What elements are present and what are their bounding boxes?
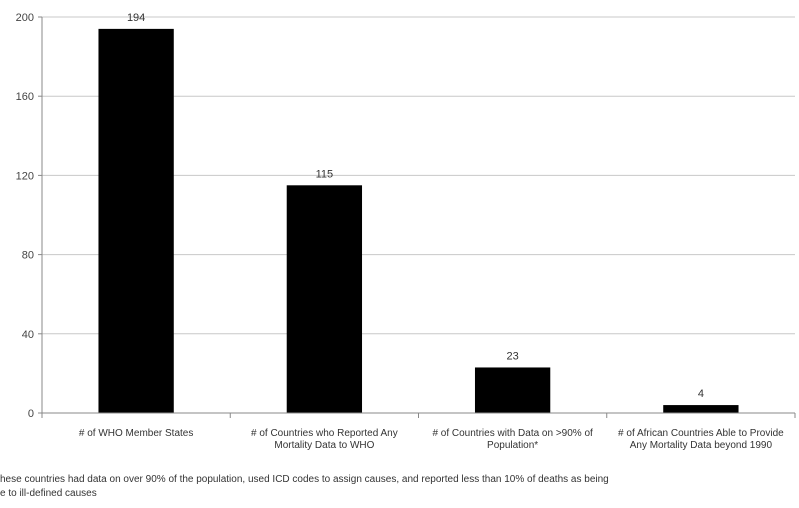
y-tick-label: 80 <box>22 250 34 262</box>
bar-chart: 0 40 80 120 160 200 194 115 23 4 <box>16 12 796 420</box>
bar <box>474 367 551 413</box>
y-tick-label: 0 <box>28 408 34 420</box>
data-label: 4 <box>698 388 704 400</box>
footnote: hese countries had data on over 90% of t… <box>0 474 609 499</box>
bar <box>98 28 174 413</box>
data-label: 23 <box>507 350 519 362</box>
data-label: 194 <box>127 12 145 24</box>
y-tick-label: 120 <box>16 170 34 182</box>
y-tick-label: 200 <box>16 12 34 24</box>
bar <box>663 405 739 413</box>
data-labels: 194 115 23 4 <box>127 12 704 400</box>
y-axis-ticks: 0 40 80 120 160 200 <box>16 12 42 420</box>
x-tick-label: # of Countries who Reported Any Mortalit… <box>250 428 398 451</box>
bars <box>98 28 739 413</box>
y-tick-label: 40 <box>22 329 34 341</box>
bar <box>286 185 363 413</box>
x-tick-label: # of WHO Member States <box>78 428 194 439</box>
y-tick-label: 160 <box>16 91 34 103</box>
x-tick-label: # of African Countries Able to Provide A… <box>618 428 784 451</box>
x-tick-label: # of Countries with Data on >90% of Popu… <box>432 428 593 451</box>
data-label: 115 <box>316 168 334 180</box>
